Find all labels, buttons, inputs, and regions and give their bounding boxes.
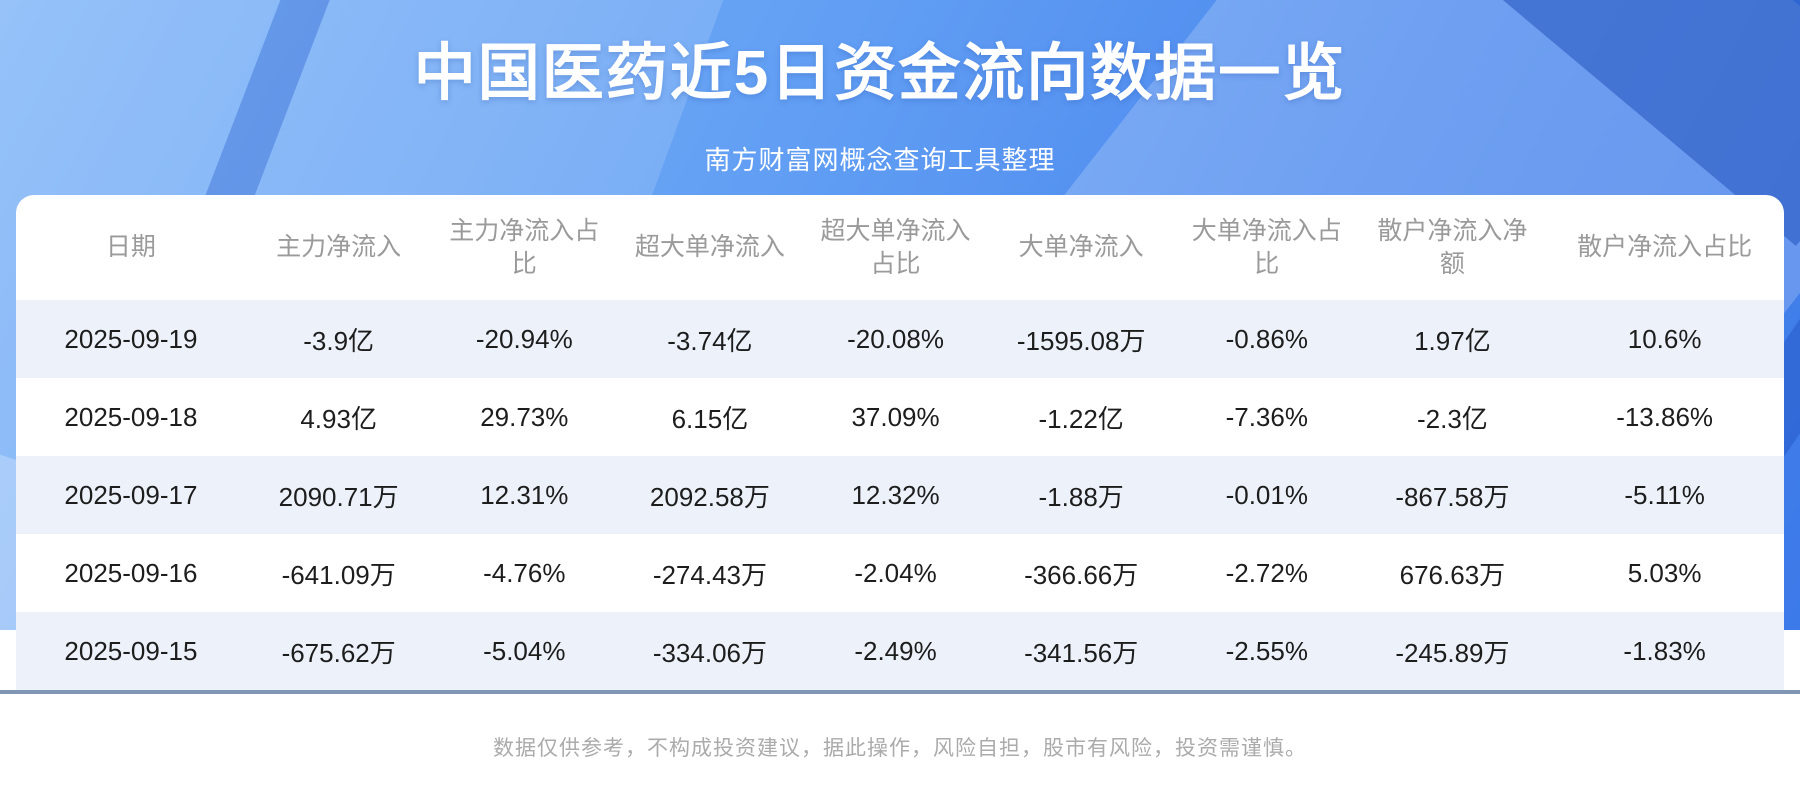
table-row: 2025-09-16 -641.09万 -4.76% -274.43万 -2.04% -3… [16,534,1784,612]
table-cell: 2025-09-16 [64,557,198,588]
table-cell: -1595.08万 [1016,325,1146,356]
table-cell: 2025-09-15 [64,635,198,666]
table-cell: 37.09% [851,401,940,432]
table-cell: -0.01% [1225,479,1308,510]
table-header-row: 日期 主力净流入 主力净流入占比 超大单净流入 超大单净流入占比 大单净流入 大单净流入占比… [16,195,1784,300]
bottom-divider [0,690,1800,694]
table-row: 2025-09-19 -3.9亿 -20.94% -3.74亿 -20.08% -1595… [16,300,1784,378]
table-cell: 1.97亿 [1414,325,1491,356]
table-cell: -7.36% [1225,401,1308,432]
table-cell: -274.43万 [652,559,767,590]
table-cell: 5.03% [1627,557,1702,588]
table-cell: 12.32% [851,479,940,510]
column-header: 超大单净流入占比 [820,216,971,278]
column-header: 超大单净流入 [634,233,785,261]
table-cell: -20.94% [475,323,573,354]
table-cell: -20.08% [847,323,944,354]
table-cell: -2.55% [1225,635,1308,666]
table-cell: 4.93亿 [300,403,377,434]
table-cell: -341.56万 [1024,637,1139,668]
table-cell: -3.9亿 [303,325,375,356]
column-header: 日期 [105,233,156,261]
table-cell: -0.86% [1225,323,1308,354]
page-title: 中国医药近5日资金流向数据一览 [413,39,1347,108]
table-cell: -13.86% [1616,401,1714,432]
table-cell: -2.49% [854,635,937,666]
column-header: 大单净流入占比 [1191,216,1342,278]
table-cell: -1.83% [1623,635,1706,666]
column-header: 散户净流入占比 [1577,233,1753,261]
table-cell: 12.31% [480,479,569,510]
banner-text-block: 中国医药近5日资金流向数据一览 南方财富网概念查询工具整理 [0,0,1760,177]
table-cell: -3.74亿 [667,325,753,356]
data-table-card: 日期 主力净流入 主力净流入占比 超大单净流入 超大单净流入占比 大单净流入 大单净流入占比… [16,195,1784,690]
table-row: 2025-09-17 2090.71万 12.31% 2092.58万 12.32% -1… [16,456,1784,534]
table-cell: 2090.71万 [278,481,399,512]
table-cell: 676.63万 [1399,559,1506,590]
column-header: 主力净流入占比 [449,216,600,278]
column-header: 散户净流入净额 [1377,216,1528,278]
table-cell: -2.72% [1225,557,1308,588]
footer: 数据仅供参考，不构成投资建议，据此操作，风险自担，股市有风险，投资需谨慎。 [0,694,1800,800]
table-cell: -641.09万 [281,559,396,590]
table-row: 2025-09-15 -675.62万 -5.04% -334.06万 -2.49% -3… [16,612,1784,690]
table-cell: -334.06万 [652,637,767,668]
column-header: 大单净流入 [1018,233,1144,261]
disclaimer-text: 数据仅供参考，不构成投资建议，据此操作，风险自担，股市有风险，投资需谨慎。 [493,737,1307,760]
table-cell: -366.66万 [1024,559,1139,590]
table-row: 2025-09-18 4.93亿 29.73% 6.15亿 37.09% -1.22亿 -7… [16,378,1784,456]
table-cell: -5.11% [1624,479,1705,510]
table-cell: -2.3亿 [1417,403,1488,434]
fund-flow-table: 日期 主力净流入 主力净流入占比 超大单净流入 超大单净流入占比 大单净流入 大单净流入占比… [16,195,1784,690]
table-cell: 6.15亿 [671,403,749,434]
column-header: 主力净流入 [276,233,402,261]
table-cell: -867.58万 [1395,481,1510,512]
table-cell: -4.76% [483,557,566,588]
table-cell: 2025-09-17 [64,479,198,510]
table-cell: 2025-09-18 [64,401,198,432]
table-cell: -675.62万 [281,637,396,668]
table-cell: 29.73% [480,401,569,432]
table-cell: 2092.58万 [649,481,770,512]
table-cell: 2025-09-19 [64,323,198,354]
table-cell: -1.88万 [1038,481,1124,512]
table-cell: -245.89万 [1395,637,1510,668]
table-cell: -2.04% [854,557,937,588]
page-subtitle: 南方财富网概念查询工具整理 [704,145,1056,175]
table-cell: -1.22亿 [1038,403,1124,434]
table-cell: -5.04% [483,635,566,666]
table-cell: 10.6% [1627,323,1702,354]
